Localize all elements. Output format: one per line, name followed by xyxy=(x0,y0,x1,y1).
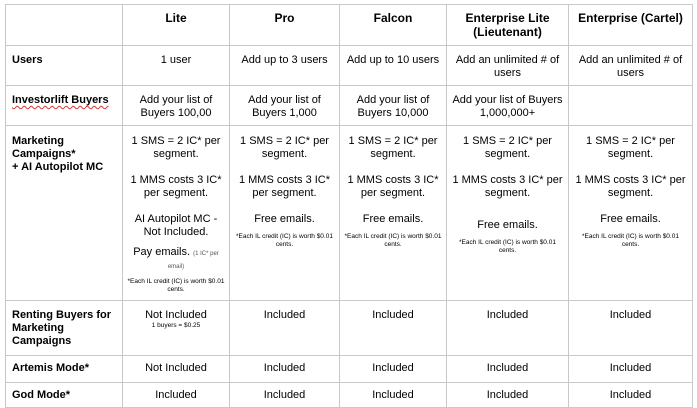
artemis-falcon: Included xyxy=(372,362,414,374)
marketing-falcon: 1 SMS = 2 IC* per segment. 1 MMS costs 3… xyxy=(340,135,446,249)
grid-line xyxy=(5,85,692,86)
grid-line xyxy=(446,4,447,408)
grid-line xyxy=(5,4,692,5)
grid-line xyxy=(122,4,123,408)
row-label-users: Users xyxy=(12,54,43,66)
pay-emails-text: Pay emails. (1 IC* per email) xyxy=(127,246,225,272)
column-header-pro: Pro xyxy=(274,11,295,25)
row-label-marketing: Marketing Campaigns* + AI Autopilot MC xyxy=(8,135,122,174)
column-header-enterprise: Enterprise (Cartel) xyxy=(578,11,683,25)
column-header-lite: Lite xyxy=(165,11,187,25)
artemis-enterprise-lite: Included xyxy=(486,362,529,374)
mms-text: 1 MMS costs 3 IC* per segment. xyxy=(238,174,331,199)
sms-text: 1 SMS = 2 IC* per segment. xyxy=(131,135,221,160)
row-label-renting: Renting Buyers for Marketing Campaigns xyxy=(12,309,112,347)
renting-pro: Included xyxy=(263,309,306,321)
grid-line xyxy=(5,4,6,408)
ai-autopilot-text: AI Autopilot MC - Not Included. xyxy=(134,213,218,238)
renting-falcon: Included xyxy=(372,309,414,321)
renting-lite-note: 1 buyers = $0.25 xyxy=(151,322,201,329)
marketing-label-line1: Marketing Campaigns* xyxy=(12,135,76,160)
god-lite: Included xyxy=(155,389,197,401)
god-falcon: Included xyxy=(372,389,414,401)
users-enterprise: Add an unlimited # of users xyxy=(578,54,683,79)
sms-text: 1 SMS = 2 IC* per segment. xyxy=(586,135,675,160)
grid-line xyxy=(5,45,692,46)
marketing-enterprise: 1 SMS = 2 IC* per segment. 1 MMS costs 3… xyxy=(569,135,692,249)
grid-line xyxy=(5,355,692,356)
marketing-enterprise-lite: 1 SMS = 2 IC* per segment. 1 MMS costs 3… xyxy=(447,135,568,255)
renting-enterprise: Included xyxy=(609,309,652,321)
artemis-enterprise: Included xyxy=(609,362,652,374)
god-enterprise-lite: Included xyxy=(486,389,529,401)
investorlift-pro: Add your list of Buyers 1,000 xyxy=(248,94,321,119)
marketing-label-line2: + AI Autopilot MC xyxy=(12,161,104,173)
column-header-enterprise-lite: Enterprise Lite (Lieutenant) xyxy=(465,11,550,39)
grid-line xyxy=(229,4,230,408)
artemis-lite: Not Included xyxy=(145,362,207,374)
users-falcon: Add up to 10 users xyxy=(346,54,440,66)
renting-lite: Not Included 1 buyers = $0.25 xyxy=(123,309,229,330)
ic-note: *Each IL credit (IC) is worth $0.01 cent… xyxy=(236,233,333,248)
column-header-falcon: Falcon xyxy=(373,11,413,25)
sms-text: 1 SMS = 2 IC* per segment. xyxy=(463,135,552,160)
ic-note: *Each IL credit (IC) is worth $0.01 cent… xyxy=(582,233,679,248)
free-emails-text: Free emails. xyxy=(477,219,538,231)
sms-text: 1 SMS = 2 IC* per segment. xyxy=(240,135,329,160)
renting-enterprise-lite: Included xyxy=(486,309,529,321)
investorlift-enterprise-lite: Add your list of Buyers 1,000,000+ xyxy=(452,94,563,119)
mms-text: 1 MMS costs 3 IC* per segment. xyxy=(347,174,439,199)
renting-lite-value: Not Included xyxy=(145,309,207,321)
free-emails-text: Free emails. xyxy=(600,213,661,225)
ic-note: *Each IL credit (IC) is worth $0.01 cent… xyxy=(459,239,556,254)
row-label-artemis: Artemis Mode* xyxy=(12,362,90,374)
pay-emails-label: Pay emails. xyxy=(133,246,191,258)
pay-emails-note: (1 IC* per email) xyxy=(167,251,219,270)
grid-line xyxy=(692,4,693,408)
ic-note: *Each IL credit (IC) is worth $0.01 cent… xyxy=(344,233,442,248)
god-enterprise: Included xyxy=(609,389,652,401)
mms-text: 1 MMS costs 3 IC* per segment. xyxy=(452,174,563,199)
grid-line xyxy=(568,4,569,408)
grid-line xyxy=(5,300,692,301)
investorlift-lite: Add your list of Buyers 100,00 xyxy=(139,94,213,119)
grid-line xyxy=(5,382,692,383)
row-label-god: God Mode* xyxy=(12,389,71,401)
free-emails-text: Free emails. xyxy=(362,213,424,225)
users-enterprise-lite: Add an unlimited # of users xyxy=(455,54,560,79)
grid-line xyxy=(5,125,692,126)
row-label-investorlift: Investorlift Buyers xyxy=(8,94,122,107)
mms-text: 1 MMS costs 3 IC* per segment. xyxy=(130,174,222,199)
free-emails-text: Free emails. xyxy=(254,213,315,225)
marketing-pro: 1 SMS = 2 IC* per segment. 1 MMS costs 3… xyxy=(230,135,339,249)
artemis-pro: Included xyxy=(263,362,306,374)
marketing-lite: 1 SMS = 2 IC* per segment. 1 MMS costs 3… xyxy=(123,135,229,294)
god-pro: Included xyxy=(263,389,306,401)
investorlift-falcon: Add your list of Buyers 10,000 xyxy=(356,94,430,119)
investorlift-label-text: Investorlift Buyers xyxy=(12,94,109,106)
sms-text: 1 SMS = 2 IC* per segment. xyxy=(348,135,438,160)
users-pro: Add up to 3 users xyxy=(241,54,328,66)
grid-line xyxy=(339,4,340,408)
ic-note: *Each IL credit (IC) is worth $0.01 cent… xyxy=(127,278,225,293)
users-lite: 1 user xyxy=(160,54,192,66)
mms-text: 1 MMS costs 3 IC* per segment. xyxy=(575,174,686,199)
